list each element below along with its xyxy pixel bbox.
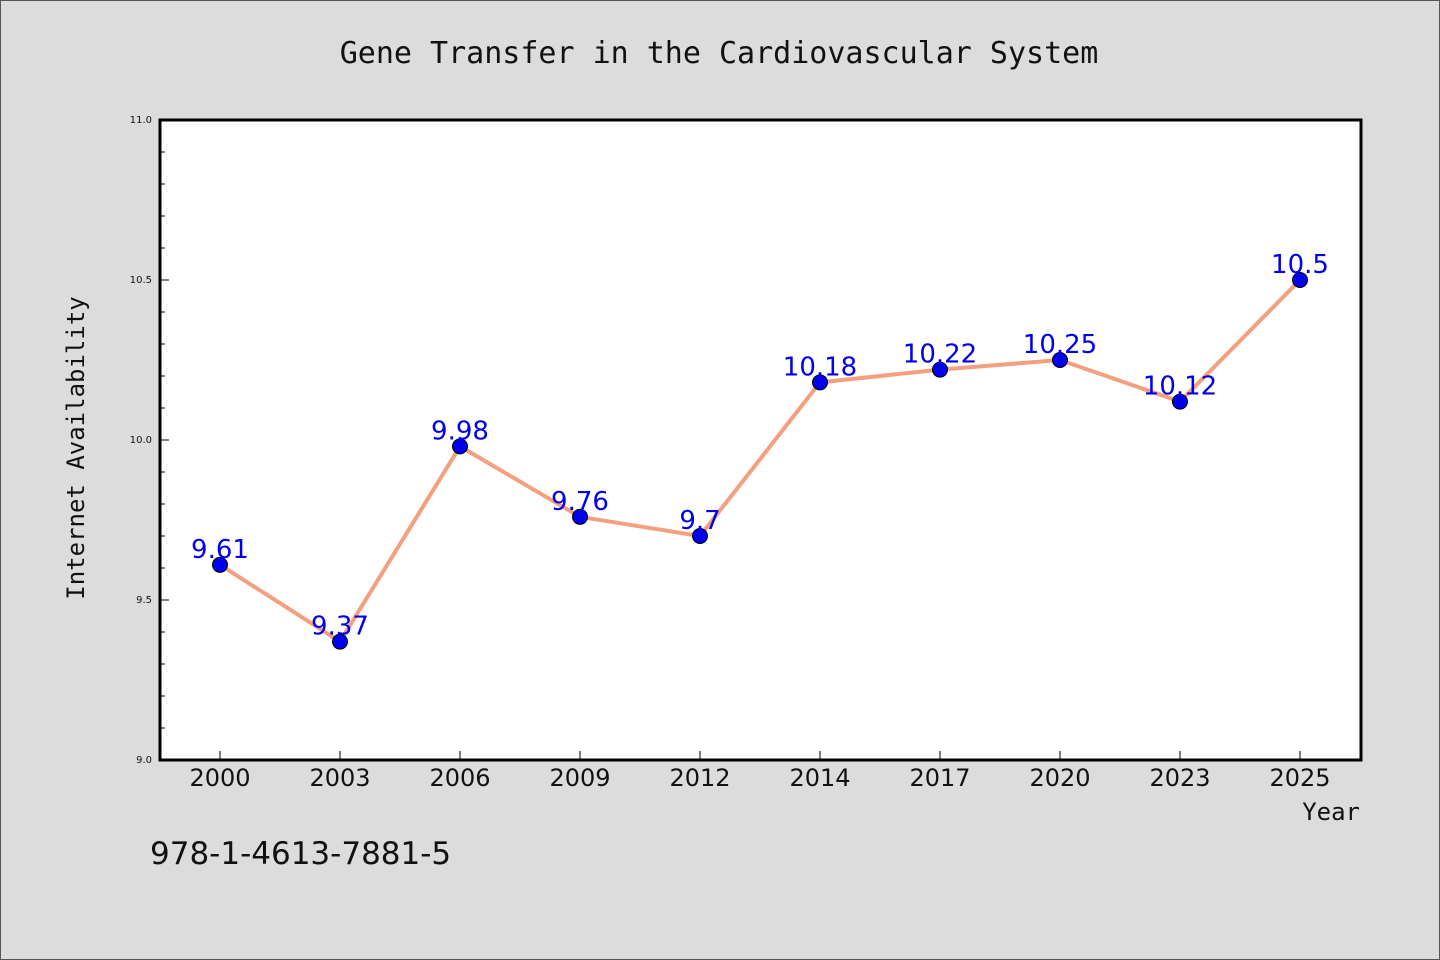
- y-tick-label: 9.5: [136, 595, 152, 606]
- x-tick-label: 2023: [1149, 764, 1210, 792]
- data-label: 9.7: [679, 506, 720, 536]
- data-label: 10.18: [783, 352, 857, 382]
- series-line: [218, 278, 1302, 644]
- data-label: 9.98: [431, 416, 489, 446]
- data-point: [212, 556, 228, 573]
- x-tick-label: 2025: [1269, 764, 1330, 792]
- y-tick-label: 10.5: [130, 275, 152, 286]
- series-group: [212, 272, 1308, 650]
- y-tick-label: 9.0: [136, 755, 152, 766]
- data-point: [1052, 352, 1068, 368]
- x-tick-label: 2012: [669, 764, 730, 792]
- y-tick-label: 10.0: [130, 435, 152, 446]
- plot-area: [158, 118, 1363, 762]
- x-tick-label: 2014: [789, 764, 850, 792]
- x-tick-label: 2000: [189, 764, 250, 792]
- data-point: [1172, 393, 1188, 410]
- data-label: 9.37: [311, 612, 369, 642]
- x-tick-label: 2020: [1029, 764, 1090, 792]
- x-tick-label: 2017: [909, 764, 970, 792]
- data-label: 9.61: [191, 535, 249, 565]
- y-tick-label: 11.0: [130, 115, 152, 126]
- data-label: 10.12: [1143, 372, 1217, 402]
- x-tick-label: 2003: [309, 764, 370, 792]
- data-label: 9.76: [551, 487, 609, 517]
- x-tick-label: 2009: [549, 764, 610, 792]
- data-point: [572, 508, 588, 525]
- data-label: 10.5: [1271, 250, 1329, 280]
- data-point: [452, 438, 468, 455]
- data-point: [1292, 272, 1308, 288]
- data-point: [812, 374, 828, 391]
- data-point: [932, 361, 948, 378]
- data-point: [332, 633, 348, 650]
- x-axis-ticks: 2000 2003 2006 2009 2012 2014 2017 2020 2023 2025: [189, 751, 1331, 792]
- y-axis-ticks: 9.0 9.5 10.0 10.5 11.0: [130, 115, 169, 766]
- data-label: 10.22: [903, 340, 977, 370]
- x-tick-label: 2006: [429, 764, 490, 792]
- isbn-text: 978-1-4613-7881-5: [150, 836, 451, 872]
- chart-title: Gene Transfer in the Cardiovascular Syst…: [340, 36, 1099, 71]
- x-axis-title: Year: [1302, 798, 1360, 826]
- data-labels: 9.61 9.37 9.98 9.76 9.7 10.18 10.22 10.25 10.12 1…: [191, 250, 1329, 642]
- data-label: 10.25: [1023, 330, 1097, 360]
- y-axis-title: Internet Availability: [62, 296, 90, 599]
- data-point: [692, 528, 708, 544]
